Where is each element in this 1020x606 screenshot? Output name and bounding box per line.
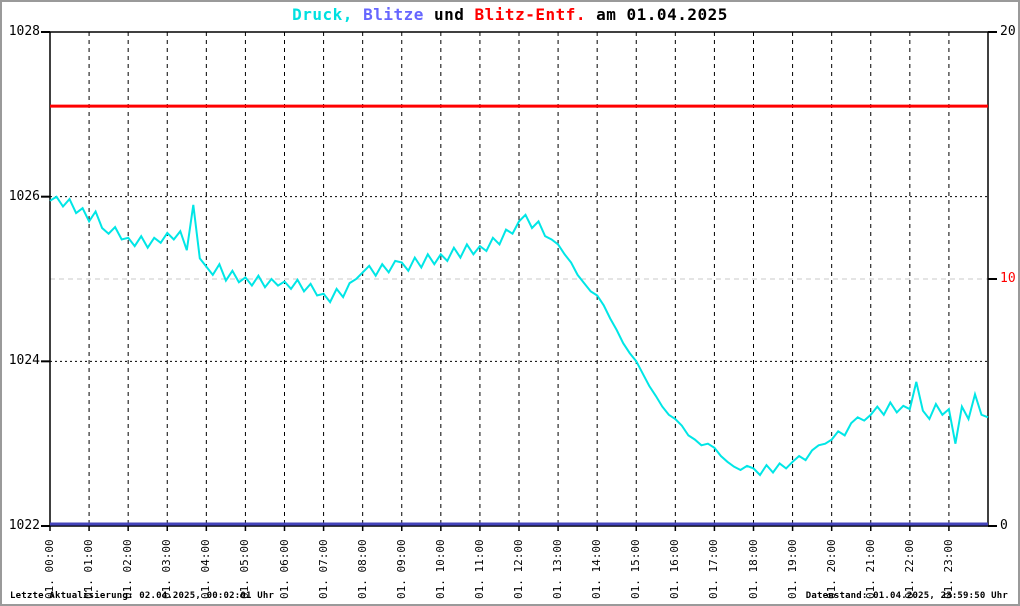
x-tick-label: 01. 20:00 [824,539,838,599]
chart-title-part: und [423,5,475,24]
x-tick-label: 01. 00:00 [43,539,56,599]
series-druck [49,195,989,477]
y-left-label: 1022 [8,518,40,533]
x-tick-label: 01. 19:00 [785,539,799,599]
plot-svg [41,31,997,531]
chart-title-part: Blitze [363,5,424,24]
y-left-label: 1024 [8,353,40,369]
chart-title-part: Blitz-Entf. [474,5,586,24]
y-right-label: 10 [1000,271,1016,286]
x-tick-label: 01. 07:00 [316,539,330,599]
x-tick-label: 01. 08:00 [355,539,369,599]
footer-last-update: Letzte Aktualisierung: 02.04.2025, 00:02… [10,591,275,601]
x-tick-label: 01. 10:00 [433,539,447,599]
y-left-label: 1026 [8,188,40,204]
x-tick-label: 01. 01:00 [82,539,96,599]
x-tick-label: 01. 15:00 [629,539,643,599]
x-tick-label: 01. 18:00 [746,539,760,599]
x-tick-label: 01. 14:00 [590,539,604,599]
y-left-label: 1028 [8,24,40,39]
x-tick-label: 01. 11:00 [472,539,486,599]
x-tick-label: 01. 02:00 [121,539,135,599]
x-tick-label: 01. 16:00 [668,539,682,599]
x-tick-label: 01. 21:00 [863,539,877,599]
y-right-label: 0 [1000,518,1008,533]
x-tick-label: 01. 09:00 [394,539,408,599]
x-tick-label: 01. 12:00 [512,539,525,599]
x-tick-label: 01. 04:00 [199,539,213,599]
footer-data-state: Datenstand: 01.04.2025, 23:59:50 Uhr [805,591,1008,601]
x-tick-label: 01. 13:00 [551,539,565,599]
x-tick-label: 01. 05:00 [238,539,252,599]
x-tick-label: 01. 17:00 [707,539,721,599]
x-tick-label: 01. 23:00 [941,539,955,599]
x-tick-label: 01. 03:00 [160,539,174,599]
x-tick-label: 01. 22:00 [902,539,916,599]
chart-title: Druck, Blitze und Blitz-Entf. am 01.04.2… [2,5,1018,24]
chart-title-part [353,5,363,24]
x-tick-label: 01. 06:00 [277,539,291,599]
y-right-label: 20 [1000,24,1016,39]
chart-title-part: Druck, [292,5,353,24]
chart-title-part: am 01.04.2025 [586,5,728,24]
